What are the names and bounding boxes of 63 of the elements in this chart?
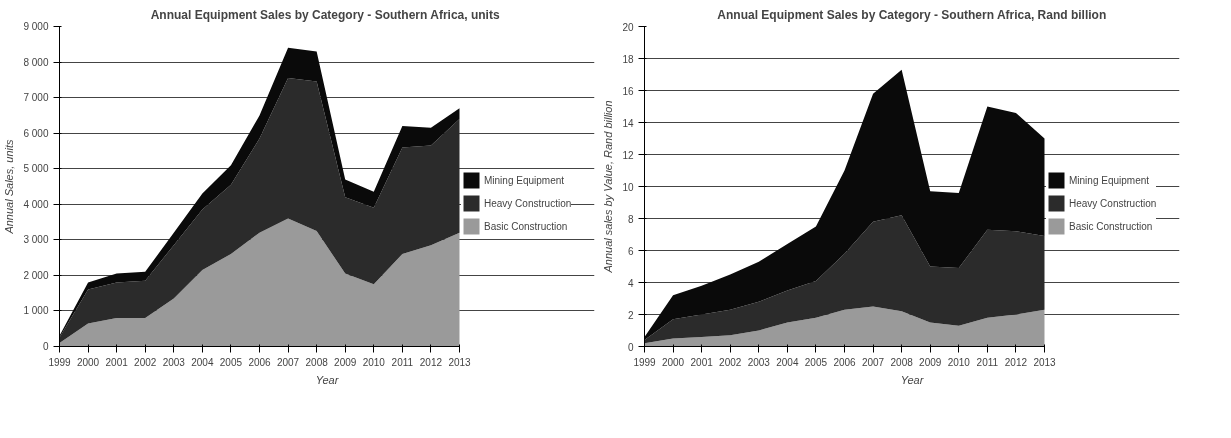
y-tick-label: 2 xyxy=(627,309,634,321)
x-tick-label: 2009 xyxy=(919,356,942,368)
x-tick-label: 2011 xyxy=(976,356,999,368)
x-tick-label: 2009 xyxy=(334,356,357,368)
x-tick-label: 2007 xyxy=(276,356,300,368)
y-tick-label: 18 xyxy=(622,53,634,65)
y-tick-label: 4 000 xyxy=(23,198,49,210)
y-tick-label: 8 xyxy=(627,213,634,225)
x-tick-label: 2005 xyxy=(219,356,243,368)
x-tick-label: 2001 xyxy=(690,356,714,368)
y-tick-label: 20 xyxy=(622,21,634,33)
y-tick-label: 16 xyxy=(622,85,634,97)
chart-title: Annual Equipment Sales by Category - Southern Africa, units xyxy=(150,7,500,22)
x-tick-label: 2002 xyxy=(134,356,157,368)
x-tick-label: 1999 xyxy=(633,356,657,368)
x-tick-label: 1999 xyxy=(48,356,72,368)
x-tick-label: 2011 xyxy=(391,356,414,368)
x-axis-title: Year xyxy=(315,373,340,386)
y-tick-label: 12 xyxy=(622,149,634,161)
y-tick-label: 10 xyxy=(622,181,634,193)
y-tick-label: 1 000 xyxy=(23,305,49,317)
x-tick-label: 2004 xyxy=(191,356,214,368)
y-tick-label: 0 xyxy=(627,341,634,353)
x-tick-label: 2008 xyxy=(305,356,329,368)
x-tick-label: 2013 xyxy=(448,356,472,368)
legend-label: Heavy Construction xyxy=(484,197,572,209)
x-axis-title: Year xyxy=(900,373,925,386)
y-tick-label: 7 000 xyxy=(23,92,49,104)
x-tick-label: 2004 xyxy=(776,356,799,368)
x-tick-label: 2002 xyxy=(719,356,742,368)
y-tick-label: 9 000 xyxy=(23,21,49,32)
x-tick-label: 2000 xyxy=(661,356,685,368)
legend-label: Basic Construction xyxy=(1069,220,1153,232)
y-tick-label: 4 xyxy=(627,277,634,289)
x-tick-label: 2003 xyxy=(747,356,771,368)
x-tick-label: 2008 xyxy=(890,356,914,368)
y-tick-label: 5 000 xyxy=(23,163,49,175)
x-tick-label: 2010 xyxy=(947,356,971,368)
legend-label: Mining Equipment xyxy=(484,174,565,186)
y-tick-label: 6 000 xyxy=(23,127,49,139)
x-tick-label: 2012 xyxy=(419,356,443,368)
x-tick-label: 2003 xyxy=(162,356,186,368)
y-axis-title: Annual Sales, units xyxy=(3,138,16,235)
y-axis-title: Annual sales by Value, Rand billion xyxy=(602,100,615,274)
y-tick-label: 14 xyxy=(622,117,634,129)
y-tick-label: 2 000 xyxy=(23,269,49,281)
x-tick-label: 2005 xyxy=(804,356,828,368)
y-tick-label: 0 xyxy=(42,341,49,352)
x-tick-label: 2010 xyxy=(362,356,386,368)
x-tick-label: 2013 xyxy=(1033,356,1057,368)
x-tick-label: 2001 xyxy=(105,356,129,368)
legend-label: Basic Construction xyxy=(484,220,568,232)
x-tick-label: 2000 xyxy=(76,356,100,368)
y-tick-label: 3 000 xyxy=(23,234,49,246)
x-tick-label: 2012 xyxy=(1004,356,1028,368)
legend-label: Heavy Construction xyxy=(1069,197,1157,209)
x-tick-label: 2006 xyxy=(248,356,272,368)
legend-label: Mining Equipment xyxy=(1069,174,1150,186)
y-tick-label: 6 xyxy=(627,245,634,257)
x-tick-label: 2007 xyxy=(861,356,885,368)
chart-title: Annual Equipment Sales by Category - Southern Africa, Rand billion xyxy=(717,7,1107,22)
x-tick-label: 2006 xyxy=(833,356,857,368)
y-tick-label: 8 000 xyxy=(23,56,49,68)
